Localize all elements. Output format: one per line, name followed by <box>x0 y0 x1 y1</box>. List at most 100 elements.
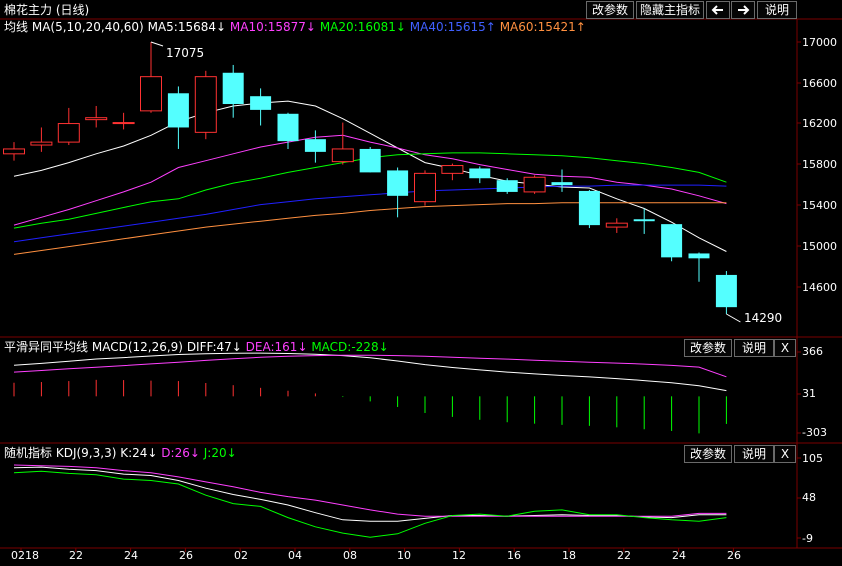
candle-body <box>414 172 436 203</box>
y-tick-macd: -303 <box>802 426 827 439</box>
macd-modify-params-button[interactable]: 改参数 <box>684 339 732 357</box>
y-tick-kdj: -9 <box>802 532 813 545</box>
legend-dea: DEA:161↓ <box>245 340 308 354</box>
candle-body <box>250 96 272 110</box>
low-annotation: 14290 <box>744 311 783 325</box>
high-annotation: 17075 <box>166 46 205 60</box>
y-tick-main: 15000 <box>802 240 837 253</box>
y-tick-macd: 366 <box>802 345 823 358</box>
x-tick: 0218 <box>11 549 39 562</box>
legend-ma5: MA5:15684↓ <box>147 20 227 34</box>
j-line <box>13 470 727 538</box>
candle-body <box>523 176 546 193</box>
x-tick: 18 <box>562 549 576 562</box>
candle-body <box>222 72 244 105</box>
kdj-legend-params: KDJ(9,3,3) <box>55 446 117 460</box>
arrow-right-icon <box>738 5 750 15</box>
kdj-help-button[interactable]: 说明 <box>734 445 774 463</box>
main-legend-params: MA(5,10,20,40,60) <box>31 20 144 34</box>
y-tick-main: 15800 <box>802 158 837 171</box>
y-tick-kdj: 48 <box>802 491 816 504</box>
next-button[interactable] <box>731 1 755 19</box>
x-tick: 24 <box>672 549 686 562</box>
dea-line <box>13 354 727 378</box>
x-tick: 12 <box>452 549 466 562</box>
arrow-left-icon <box>711 5 723 15</box>
candle-body <box>277 113 299 142</box>
y-tick-main: 17000 <box>802 36 837 49</box>
ma-line-ma10 <box>13 134 727 226</box>
candle-body <box>57 123 80 143</box>
high-pointer <box>150 41 164 47</box>
candle-body <box>715 274 737 308</box>
x-tick: 22 <box>69 549 83 562</box>
macd-legend: 平滑异同平均线 MACD(12,26,9) DIFF:47↓ DEA:161↓ … <box>4 340 389 354</box>
candle-body <box>441 165 464 174</box>
x-tick: 10 <box>397 549 411 562</box>
kdj-close-button[interactable]: X <box>774 445 796 463</box>
candle-body <box>578 190 600 226</box>
x-tick: 22 <box>617 549 631 562</box>
candle-body <box>469 168 491 179</box>
low-pointer <box>726 313 741 323</box>
legend-j: J:20↓ <box>203 446 237 460</box>
candle-body <box>331 148 354 163</box>
candle-body <box>30 141 53 146</box>
y-tick-kdj: 105 <box>802 452 823 465</box>
legend-ma60: MA60:15421↑ <box>499 20 586 34</box>
candle-body <box>304 139 326 152</box>
legend-k: K:24↓ <box>120 446 158 460</box>
hide-main-indicator-button[interactable]: 隐藏主指标 <box>636 1 704 19</box>
macd-legend-name: 平滑异同平均线 <box>4 340 89 354</box>
modify-params-button[interactable]: 改参数 <box>586 1 634 19</box>
y-tick-main: 16200 <box>802 117 837 130</box>
x-tick: 26 <box>727 549 741 562</box>
x-tick: 24 <box>124 549 138 562</box>
x-tick: 08 <box>343 549 357 562</box>
x-tick: 02 <box>234 549 248 562</box>
candle-body <box>359 148 381 173</box>
kdj-modify-params-button[interactable]: 改参数 <box>684 445 732 463</box>
k-line <box>13 466 727 522</box>
kdj-legend-name: 随机指标 <box>4 446 53 460</box>
candle-body <box>605 222 628 228</box>
legend-macd: MACD:-228↓ <box>311 340 389 354</box>
legend-diff: DIFF:47↓ <box>186 340 242 354</box>
macd-legend-params: MACD(12,26,9) <box>91 340 183 354</box>
x-tick: 16 <box>507 549 521 562</box>
d-line <box>13 464 727 517</box>
macd-close-button[interactable]: X <box>774 339 796 357</box>
help-button[interactable]: 说明 <box>757 1 797 19</box>
y-tick-main: 16600 <box>802 77 837 90</box>
candle-body <box>551 182 573 186</box>
ma-line-ma40 <box>13 184 727 243</box>
candle-body <box>167 93 189 128</box>
legend-ma10: MA10:15877↓ <box>229 20 316 34</box>
macd-help-button[interactable]: 说明 <box>734 339 774 357</box>
main-legend: 均线 MA(5,10,20,40,60) MA5:15684↓ MA10:158… <box>4 20 586 34</box>
candle-body <box>194 76 217 133</box>
candle-body <box>3 148 25 155</box>
x-tick: 04 <box>288 549 302 562</box>
legend-ma40: MA40:15615↑ <box>409 20 496 34</box>
ma-line-ma60 <box>13 202 727 255</box>
kdj-legend: 随机指标 KDJ(9,3,3) K:24↓ D:26↓ J:20↓ <box>4 446 237 460</box>
diff-line <box>13 352 727 392</box>
candle-body <box>661 224 683 258</box>
candle-body <box>387 170 409 196</box>
candle-body <box>112 122 135 125</box>
legend-d: D:26↓ <box>161 446 200 460</box>
prev-button[interactable] <box>706 1 730 19</box>
ma-line-ma5 <box>13 100 727 252</box>
candle-body <box>85 117 108 121</box>
legend-ma20: MA20:16081↓ <box>319 20 406 34</box>
candle-body <box>688 253 710 259</box>
candle-body <box>633 219 655 222</box>
chart-title: 棉花主力 (日线) <box>4 3 90 17</box>
candle-body <box>496 180 518 192</box>
y-tick-main: 15400 <box>802 199 837 212</box>
main-legend-name: 均线 <box>4 20 29 34</box>
x-tick: 26 <box>179 549 193 562</box>
candle-body <box>140 76 162 112</box>
